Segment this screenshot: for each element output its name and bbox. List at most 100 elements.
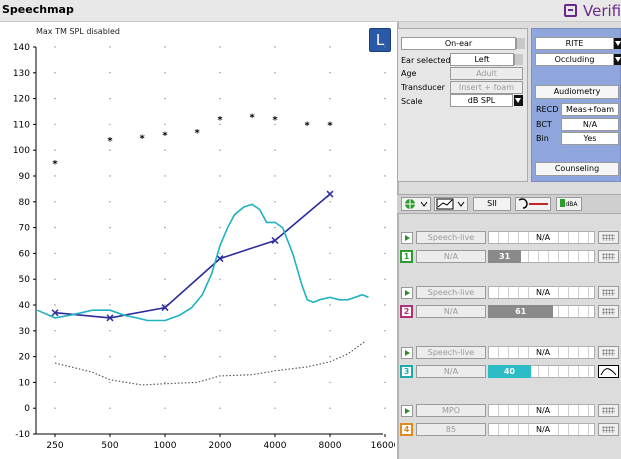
grid-dot	[384, 149, 386, 151]
scale-label: Scale	[401, 97, 423, 106]
stimulus-field[interactable]: Speech-live	[416, 231, 486, 244]
y-tick-label: 100	[13, 146, 30, 156]
grid-dot	[274, 407, 276, 409]
curve-icon[interactable]	[598, 365, 619, 378]
y-tick-label: 40	[19, 301, 31, 311]
stimulus-field[interactable]: Speech-live	[416, 346, 486, 359]
grid-dot	[109, 123, 111, 126]
sii-header-value: N/A	[534, 232, 553, 243]
grid-dot	[109, 226, 111, 229]
ear-mode-field[interactable]: On-ear	[401, 37, 516, 50]
graph-options-button[interactable]	[434, 197, 468, 211]
grid-dot	[274, 278, 276, 280]
grid-dot	[54, 175, 56, 177]
graph-icon	[436, 198, 465, 210]
counseling-button[interactable]: Counseling	[535, 162, 619, 176]
grid-dot	[274, 330, 276, 332]
grid-icon[interactable]	[598, 286, 619, 299]
x-tick-label: 16000	[371, 441, 395, 451]
sii-button[interactable]: SII	[473, 197, 511, 211]
grid-icon[interactable]	[598, 231, 619, 244]
grid-dot	[219, 381, 221, 384]
grid-dot	[384, 123, 386, 126]
grid-dot	[329, 355, 331, 358]
sii-header-value: N/A	[534, 405, 553, 416]
ear-selected-label: Ear selected	[401, 56, 451, 65]
dba-button[interactable]: dBA	[556, 197, 582, 211]
grid-icon[interactable]	[598, 423, 619, 436]
sii-header-value: N/A	[534, 347, 553, 358]
grid-dot	[219, 252, 221, 255]
fitting-field[interactable]: Occluding	[535, 53, 614, 66]
grid-dot	[329, 407, 331, 409]
grid-dot	[274, 252, 276, 255]
grid-dot	[54, 72, 56, 74]
fitting-dropdown[interactable]	[614, 54, 621, 65]
y-tick-label: -10	[15, 430, 30, 440]
brand-icon	[564, 4, 577, 17]
grid-dot	[329, 330, 331, 332]
grid-dot	[109, 175, 111, 177]
grid-dot	[274, 123, 276, 126]
scale-dropdown[interactable]	[514, 95, 523, 106]
sii-fill-bar: 61	[488, 305, 554, 318]
play-button[interactable]	[401, 287, 413, 299]
ear-mode-dropdown[interactable]	[516, 38, 525, 49]
grid-dot	[384, 252, 386, 255]
stimulus-field[interactable]: Speech-live	[416, 286, 486, 299]
stimulus-field[interactable]: MPO	[416, 404, 486, 417]
speechmap-chart-area: Max TM SPL disabled	[0, 22, 395, 459]
ucl-point: *	[250, 113, 256, 124]
style-dropdown[interactable]	[614, 38, 621, 49]
grid-dot	[219, 304, 221, 306]
globe-icon	[405, 199, 428, 209]
brand-logo: Verifit 2	[564, 2, 621, 20]
audiometry-button[interactable]: Audiometry	[535, 85, 619, 99]
grid-dot	[109, 97, 111, 100]
transducer-label: Transducer	[401, 83, 445, 92]
level-field[interactable]: N/A	[416, 250, 486, 263]
left-ear-indicator[interactable]: L	[369, 28, 391, 52]
ucl-point: *	[52, 159, 58, 170]
level-field[interactable]: 85	[416, 423, 486, 436]
level-field[interactable]: N/A	[416, 305, 486, 318]
x-tick-label: 2000	[209, 441, 232, 451]
level-field[interactable]: N/A	[416, 365, 486, 378]
y-tick-label: 20	[19, 353, 31, 363]
grid-dot	[329, 97, 331, 100]
test-number-badge[interactable]: 3	[400, 365, 413, 378]
grid-icon[interactable]	[598, 346, 619, 359]
recd-field[interactable]: Meas+foam	[561, 103, 619, 116]
y-tick-label: 130	[13, 69, 30, 79]
ear-selected-dropdown[interactable]	[514, 54, 523, 65]
test-number-badge[interactable]: 1	[400, 250, 413, 263]
play-button[interactable]	[401, 405, 413, 417]
grid-dot	[54, 407, 56, 409]
grid-dot	[54, 304, 56, 306]
x-tick-label: 500	[101, 441, 118, 451]
grid-dot	[329, 175, 331, 177]
ear-selected-field[interactable]: Left	[450, 53, 514, 66]
bin-field[interactable]: Yes	[561, 132, 619, 145]
bct-field[interactable]: N/A	[561, 118, 619, 131]
y-tick-label: 30	[19, 327, 31, 337]
view-toggle-button[interactable]	[401, 197, 431, 211]
grid-dot	[164, 278, 166, 280]
grid-icon[interactable]	[598, 404, 619, 417]
grid-dot	[384, 46, 386, 48]
y-tick-label: 140	[13, 43, 30, 53]
grid-icon[interactable]	[598, 305, 619, 318]
grid-dot	[54, 355, 56, 358]
grid-dot	[164, 407, 166, 409]
play-button[interactable]	[401, 232, 413, 244]
grid-dot	[274, 72, 276, 74]
scale-field[interactable]: dB SPL	[450, 94, 513, 107]
grid-dot	[219, 355, 221, 358]
style-field[interactable]: RITE	[535, 37, 614, 50]
grid-dot	[384, 175, 386, 177]
test-number-badge[interactable]: 2	[400, 305, 413, 318]
test-number-badge[interactable]: 4	[400, 423, 413, 436]
grid-icon[interactable]	[598, 250, 619, 263]
hearing-aid-button[interactable]	[515, 197, 551, 211]
play-button[interactable]	[401, 347, 413, 359]
